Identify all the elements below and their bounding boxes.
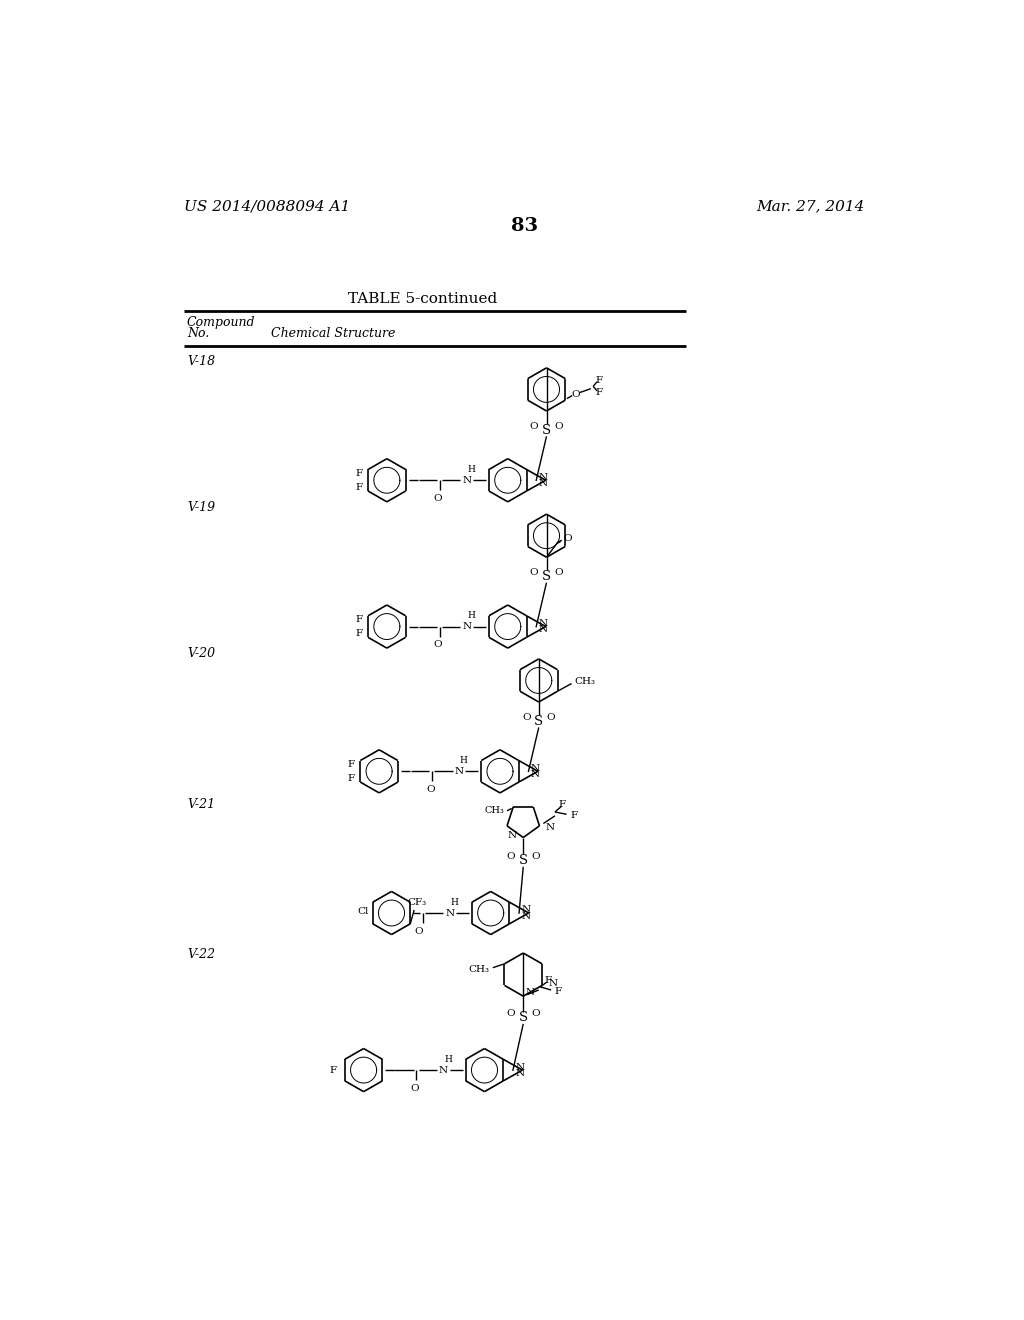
Text: F: F — [347, 774, 354, 783]
Text: N: N — [462, 622, 471, 631]
Text: Compound: Compound — [187, 315, 255, 329]
Text: N: N — [546, 822, 555, 832]
Text: N: N — [439, 1065, 447, 1074]
Text: F: F — [355, 630, 362, 638]
Text: N: N — [521, 906, 530, 915]
Text: CH₃: CH₃ — [468, 965, 488, 974]
Text: N: N — [515, 1069, 524, 1077]
Text: N: N — [530, 770, 540, 779]
Text: N: N — [455, 767, 464, 776]
Text: N: N — [548, 979, 557, 989]
Text: N: N — [462, 475, 471, 484]
Text: Chemical Structure: Chemical Structure — [271, 327, 395, 341]
Text: N: N — [539, 479, 548, 488]
Text: N: N — [445, 908, 455, 917]
Text: V-22: V-22 — [187, 948, 215, 961]
Text: US 2014/0088094 A1: US 2014/0088094 A1 — [183, 199, 350, 213]
Text: O: O — [426, 785, 434, 795]
Text: O: O — [522, 713, 530, 722]
Text: H: H — [460, 756, 468, 766]
Text: O: O — [571, 389, 581, 399]
Text: Mar. 27, 2014: Mar. 27, 2014 — [756, 199, 864, 213]
Text: H: H — [467, 465, 475, 474]
Text: O: O — [415, 927, 423, 936]
Text: N: N — [539, 626, 548, 634]
Text: N: N — [525, 987, 535, 997]
Text: 83: 83 — [511, 218, 539, 235]
Text: O: O — [434, 494, 442, 503]
Text: N: N — [515, 1063, 524, 1072]
Text: CH₃: CH₃ — [484, 807, 504, 816]
Text: V-21: V-21 — [187, 797, 215, 810]
Text: CH₃: CH₃ — [574, 677, 596, 686]
Text: O: O — [555, 568, 563, 577]
Text: N: N — [530, 764, 540, 772]
Text: F: F — [355, 469, 362, 478]
Text: F: F — [329, 1065, 336, 1074]
Text: O: O — [507, 853, 515, 861]
Text: H: H — [467, 611, 475, 620]
Text: V-19: V-19 — [187, 502, 215, 513]
Text: TABLE 5-continued: TABLE 5-continued — [348, 292, 497, 306]
Text: CF₃: CF₃ — [407, 898, 426, 907]
Text: S: S — [519, 1011, 527, 1024]
Text: F: F — [355, 615, 362, 624]
Text: F: F — [347, 760, 354, 768]
Text: S: S — [542, 424, 551, 437]
Text: O: O — [529, 568, 539, 577]
Text: F: F — [596, 388, 603, 397]
Text: F: F — [544, 977, 551, 985]
Text: F: F — [554, 987, 561, 997]
Text: F: F — [570, 812, 578, 820]
Text: N: N — [508, 830, 517, 840]
Text: N: N — [539, 619, 548, 628]
Text: F: F — [596, 376, 603, 384]
Text: O: O — [555, 422, 563, 430]
Text: Cl: Cl — [357, 907, 369, 916]
Text: S: S — [535, 714, 544, 727]
Text: N: N — [539, 473, 548, 482]
Text: O: O — [547, 713, 555, 722]
Text: S: S — [519, 854, 527, 867]
Text: V-18: V-18 — [187, 355, 215, 368]
Text: O: O — [531, 1010, 540, 1018]
Text: N: N — [521, 912, 530, 920]
Text: S: S — [542, 570, 551, 583]
Text: O: O — [434, 640, 442, 649]
Text: O: O — [529, 422, 539, 430]
Text: O: O — [507, 1010, 515, 1018]
Text: O: O — [411, 1084, 419, 1093]
Text: O: O — [563, 533, 572, 543]
Text: F: F — [559, 800, 566, 809]
Text: V-20: V-20 — [187, 647, 215, 660]
Text: H: H — [451, 898, 458, 907]
Text: F: F — [355, 483, 362, 491]
Text: H: H — [444, 1055, 452, 1064]
Text: No.: No. — [187, 327, 209, 341]
Text: O: O — [531, 853, 540, 861]
